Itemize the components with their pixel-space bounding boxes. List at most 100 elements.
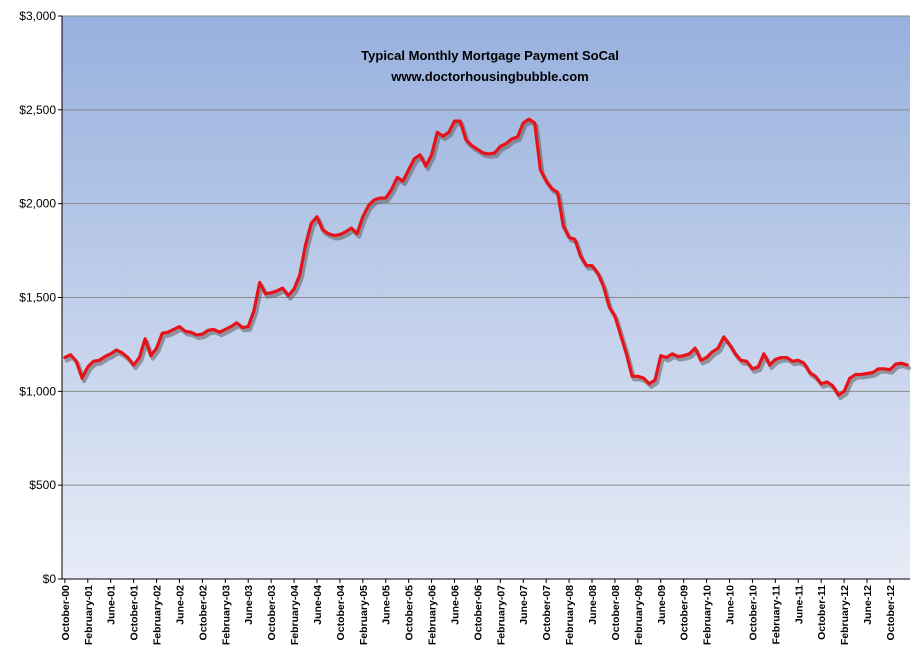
data-point <box>854 373 856 375</box>
data-point <box>178 325 180 327</box>
data-point <box>797 359 799 361</box>
data-point <box>700 359 702 361</box>
data-point <box>362 216 364 218</box>
data-point <box>385 197 387 199</box>
data-point <box>316 216 318 218</box>
data-point <box>224 328 226 330</box>
data-point <box>115 349 117 351</box>
data-point <box>751 368 753 370</box>
data-point <box>81 377 83 379</box>
data-point <box>339 233 341 235</box>
data-point <box>619 334 621 336</box>
data-point <box>333 234 335 236</box>
y-tick-label: $2,500 <box>19 103 56 117</box>
x-tick-label: February-09 <box>633 585 645 645</box>
data-point <box>322 229 324 231</box>
data-point <box>740 359 742 361</box>
data-point <box>304 244 306 246</box>
data-point <box>167 331 169 333</box>
data-point <box>69 354 71 356</box>
data-point <box>791 360 793 362</box>
data-point <box>476 148 478 150</box>
data-point <box>894 363 896 365</box>
data-point <box>849 377 851 379</box>
series <box>63 117 912 401</box>
x-tick-label: February-03 <box>220 585 232 645</box>
x-tick-label: February-12 <box>839 585 851 645</box>
data-point <box>430 154 432 156</box>
x-tick-label: October-09 <box>679 585 691 641</box>
data-point <box>299 274 301 276</box>
data-point <box>144 338 146 340</box>
data-point <box>367 204 369 206</box>
y-tick-label: $3,000 <box>19 9 56 23</box>
data-point <box>562 225 564 227</box>
data-point <box>660 354 662 356</box>
data-point <box>344 231 346 233</box>
data-point <box>64 356 66 358</box>
data-point <box>768 364 770 366</box>
data-point <box>654 379 656 381</box>
data-point <box>585 264 587 266</box>
x-tick-label: October-02 <box>197 585 209 641</box>
data-point <box>356 232 358 234</box>
data-point <box>459 120 461 122</box>
data-point <box>579 255 581 257</box>
data-point <box>837 394 839 396</box>
y-tick-label: $1,500 <box>19 291 56 305</box>
data-point <box>883 368 885 370</box>
data-point <box>195 334 197 336</box>
data-point <box>287 294 289 296</box>
x-tick-label: June-08 <box>587 585 599 625</box>
x-tick-label: October-00 <box>60 585 72 641</box>
data-point <box>728 343 730 345</box>
data-point <box>75 360 77 362</box>
data-point <box>625 353 627 355</box>
data-point <box>682 354 684 356</box>
data-point <box>276 290 278 292</box>
data-point <box>803 362 805 364</box>
data-point <box>482 152 484 154</box>
data-point <box>258 281 260 283</box>
data-point <box>539 169 541 171</box>
data-point <box>746 360 748 362</box>
data-point <box>184 330 186 332</box>
x-tick-label: June-02 <box>174 585 186 625</box>
y-tick-label: $0 <box>43 572 57 586</box>
data-point <box>688 353 690 355</box>
data-point <box>820 383 822 385</box>
data-point <box>780 356 782 358</box>
data-point <box>207 329 209 331</box>
data-point <box>591 264 593 266</box>
data-point <box>213 328 215 330</box>
data-point <box>87 366 89 368</box>
data-point <box>763 353 765 355</box>
data-point <box>889 369 891 371</box>
data-point <box>190 331 192 333</box>
chart-title: Typical Monthly Mortgage Payment SoCal <box>361 48 619 63</box>
data-point <box>98 359 100 361</box>
x-tick-label: June-05 <box>381 585 393 625</box>
data-point <box>110 353 112 355</box>
data-point <box>390 188 392 190</box>
x-tick-label: October-12 <box>885 585 897 641</box>
x-tick-label: June-10 <box>725 585 737 625</box>
data-point <box>786 356 788 358</box>
x-tick-label: June-06 <box>449 585 461 625</box>
x-tick-label: June-01 <box>106 585 118 625</box>
data-point <box>597 272 599 274</box>
x-tick-label: October-11 <box>816 585 828 640</box>
x-tick-label: February-01 <box>83 585 95 645</box>
x-tick-label: October-03 <box>266 585 278 641</box>
data-point <box>516 136 518 138</box>
data-point <box>161 332 163 334</box>
data-point <box>774 358 776 360</box>
x-tick-label: February-05 <box>358 585 370 645</box>
data-point <box>448 131 450 133</box>
data-point <box>92 360 94 362</box>
data-point <box>723 336 725 338</box>
data-point <box>442 135 444 137</box>
data-point <box>556 191 558 193</box>
data-point <box>705 356 707 358</box>
